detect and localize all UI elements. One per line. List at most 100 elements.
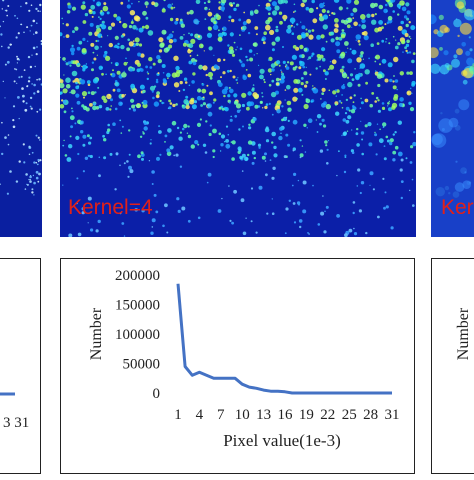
heatmap-dot	[31, 188, 33, 190]
heatmap-dot	[354, 232, 357, 235]
heatmap-dot	[412, 204, 415, 207]
heatmap-dot	[360, 98, 362, 100]
heatmap-dot	[178, 137, 182, 141]
heatmap-dot	[72, 60, 76, 64]
heatmap-dot	[323, 230, 326, 233]
heatmap-dot	[68, 61, 71, 64]
heatmap-dot	[208, 0, 211, 3]
heatmap-dot	[321, 103, 326, 108]
heatmap-dot	[39, 4, 41, 6]
heatmap-dot	[164, 203, 168, 207]
heatmap-dot	[392, 80, 394, 82]
heatmap-dot	[364, 35, 369, 40]
heatmap-dot	[302, 209, 306, 213]
heatmap-dot	[174, 21, 178, 25]
heatmap-dot	[302, 0, 307, 3]
heatmap-dot	[33, 194, 34, 195]
heatmap-dot	[369, 104, 373, 108]
heatmap-dot	[92, 62, 94, 64]
heatmap-dot	[389, 79, 392, 82]
heatmap-dot	[282, 46, 284, 48]
heatmap-dot	[352, 17, 354, 19]
heatmap-dot	[30, 106, 32, 108]
heatmap-dot	[210, 124, 212, 126]
heatmap-dot	[228, 16, 231, 19]
heatmap-dot	[354, 68, 356, 70]
heatmap-dot	[359, 54, 363, 58]
heatmap-dot	[119, 120, 121, 122]
heatmap-dot	[223, 32, 227, 36]
heatmap-dot	[152, 226, 154, 228]
heatmap-dot	[147, 71, 149, 73]
heatmap-dot	[360, 63, 366, 69]
heatmap-dot	[354, 94, 356, 96]
heatmap-dot	[398, 26, 403, 31]
heatmap-dot	[60, 79, 64, 83]
heatmap-dot	[183, 124, 187, 128]
heatmap-dot	[82, 91, 87, 96]
heatmap-dot	[150, 232, 153, 235]
heatmap-dot	[129, 169, 133, 173]
heatmap-dot	[172, 31, 174, 33]
heatmap-dot	[212, 149, 215, 152]
heatmap-dot	[253, 117, 257, 121]
heatmap-dot	[321, 92, 324, 95]
heatmap-dot	[288, 120, 290, 122]
heatmap-dot	[308, 118, 313, 123]
heatmap-dot	[26, 184, 27, 185]
heatmap-dot	[324, 211, 326, 213]
heatmap-dot	[39, 139, 40, 140]
heatmap-dot	[187, 49, 191, 53]
heatmap-dot	[128, 0, 130, 2]
heatmap-dot	[287, 108, 291, 112]
heatmap-dot	[220, 6, 225, 11]
heatmap-dot	[347, 58, 352, 63]
heatmap-dot	[229, 89, 234, 94]
heatmap-dot	[205, 151, 208, 154]
heatmap-dot	[271, 92, 276, 97]
heatmap-dot	[378, 110, 381, 113]
heatmap-dot	[360, 14, 366, 20]
heatmap-dot	[63, 140, 64, 141]
heatmap-dot	[304, 85, 307, 88]
heatmap-dot	[122, 126, 124, 128]
heatmap-dot	[62, 145, 64, 147]
heatmap-dot	[63, 100, 66, 103]
heatmap-dot	[85, 13, 88, 16]
heatmap-dot	[197, 88, 201, 92]
heatmap-dot	[395, 46, 399, 50]
heatmap-dot	[262, 156, 266, 160]
heatmap-dot	[37, 159, 39, 161]
heatmap-dot	[278, 136, 282, 140]
heatmap-dot	[75, 136, 79, 140]
heatmap-dot	[172, 3, 173, 4]
heatmap-dot	[227, 70, 230, 73]
heatmap-dot	[218, 1, 220, 3]
heatmap-dot	[237, 82, 239, 84]
heatmap-dot	[209, 133, 212, 136]
heatmap-dot	[242, 170, 244, 172]
heatmap-dot	[147, 78, 149, 80]
heatmap-dot	[93, 78, 98, 83]
heatmap-dot	[307, 127, 308, 128]
heatmap-dot	[121, 222, 124, 225]
heatmap-dot	[386, 11, 387, 12]
y-tick-label: 200000	[115, 268, 160, 284]
heatmap-dot	[184, 78, 187, 81]
heatmap-dot	[272, 114, 274, 116]
heatmap-dot	[336, 49, 340, 53]
heatmap-dot	[335, 112, 339, 116]
heatmap-dot	[400, 71, 404, 75]
heatmap-dot	[263, 79, 265, 81]
heatmap-dot	[257, 53, 258, 54]
x-tick-label: 22	[320, 407, 335, 423]
heatmap-dot	[287, 61, 289, 63]
heatmap-dot	[301, 3, 305, 7]
heatmap-dot	[303, 181, 307, 185]
heatmap-dot	[379, 129, 381, 131]
heatmap-dot	[87, 134, 90, 137]
heatmap-dot	[131, 21, 134, 24]
heatmap-dot	[96, 229, 99, 232]
heatmap-dot	[105, 74, 107, 76]
heatmap-dot	[37, 10, 39, 12]
